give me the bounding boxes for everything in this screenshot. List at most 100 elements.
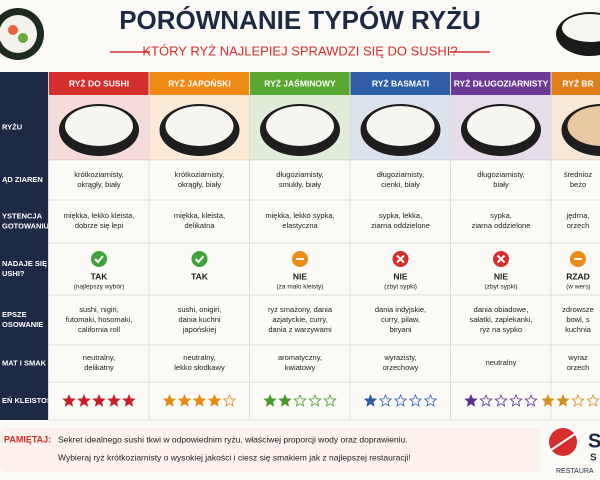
star xyxy=(77,393,91,407)
cell-text: wyraz xyxy=(567,353,588,362)
column-header xyxy=(149,72,249,95)
cell-text: california roll xyxy=(78,325,120,334)
cell-text: MAT I SMAK xyxy=(2,358,47,367)
icon-bg xyxy=(91,251,107,267)
cell-text: RYŻU xyxy=(2,122,22,131)
footer-label: PAMIĘTAJ: xyxy=(4,434,51,444)
cell-text: EŃ KLEISTOŚCI xyxy=(2,396,59,405)
verdict: NIE xyxy=(293,271,308,281)
cell-text: okrągły, biały xyxy=(178,180,221,189)
cell-text: curry, pilaw, xyxy=(381,315,420,324)
verdict-icon xyxy=(392,251,409,267)
footer-line: Wybieraj ryż krótkoziarnisty o wysokiej … xyxy=(58,452,411,462)
star xyxy=(222,393,237,407)
star xyxy=(308,393,322,407)
star xyxy=(541,393,555,407)
star xyxy=(393,393,408,407)
cell-text: ziarna oddzielone xyxy=(371,221,430,230)
subtitle: KTÓRY RYŻ NAJLEPIEJ SPRAWDZI SIĘ DO SUSH… xyxy=(142,43,457,58)
star xyxy=(464,393,478,407)
star xyxy=(293,393,307,407)
cell-text: YSTENCJA xyxy=(2,211,43,220)
column-header xyxy=(451,72,551,95)
star xyxy=(494,393,508,407)
star xyxy=(107,393,121,407)
star xyxy=(586,393,600,407)
cell-text: długoziarnisty, xyxy=(477,170,524,179)
cell-text: średnioz xyxy=(564,170,593,179)
verdict: RZAD xyxy=(566,271,590,281)
column-name: RYŻ JAPOŃSKI xyxy=(168,78,231,88)
verdict-icon xyxy=(91,251,107,267)
star xyxy=(177,393,192,407)
star xyxy=(479,393,493,407)
star xyxy=(363,393,378,407)
verdict-note: (za mało kleisty) xyxy=(277,284,324,291)
cell-text: wyrazisty, xyxy=(383,353,416,362)
cell-text: beżo xyxy=(570,180,586,189)
cell-text: długoziarnisty, xyxy=(377,170,424,179)
icon-glyph xyxy=(496,254,506,264)
rice xyxy=(165,106,234,146)
star xyxy=(207,393,222,407)
cell-text: OSOWANIE xyxy=(2,320,43,329)
cell-text: ziarna oddzielone xyxy=(472,221,531,230)
cell-text: okrągły, biały xyxy=(77,180,120,189)
cell-text: lekko słodkawy xyxy=(174,363,225,372)
column-header xyxy=(250,72,350,95)
verdict: NIE xyxy=(494,271,509,281)
cell-text: futomaki, hosomaki, xyxy=(66,315,133,324)
logo-tagline: RESTAURA xyxy=(556,468,594,475)
cell-text: sypka, xyxy=(490,211,512,220)
cell-text: neutralny, xyxy=(183,353,215,362)
icon-bg xyxy=(191,251,208,267)
cell-text: smukły, biały xyxy=(279,180,322,189)
cell-text: ĄD ZIAREN xyxy=(2,175,43,184)
column-name: RYŻ DO SUSHI xyxy=(69,78,129,88)
star xyxy=(92,393,106,407)
star xyxy=(509,393,523,407)
star xyxy=(162,393,177,407)
rice xyxy=(567,106,600,146)
cell-text: sałatki, zapiekanki, xyxy=(470,315,533,324)
cell-text: neutralny xyxy=(486,358,517,367)
column-name: RYŻ BR xyxy=(562,78,593,88)
cell-text: krótkoziarnisty, xyxy=(175,170,224,179)
logo-mark: S xyxy=(588,430,600,452)
cell-text: NADAJE SIĘ xyxy=(2,259,47,268)
stickiness-rating xyxy=(62,393,136,407)
verdict: TAK xyxy=(91,271,109,281)
verdict-note: (w wersj xyxy=(566,284,590,291)
cell-text: krótkoziarnisty, xyxy=(74,170,123,179)
verdict-icon xyxy=(493,251,509,267)
cell-text: kuchnia xyxy=(565,325,592,334)
verdict-icon xyxy=(570,251,586,267)
rice xyxy=(266,106,334,146)
cell-text: delikatny xyxy=(84,363,114,372)
verdict: TAK xyxy=(191,271,209,281)
cell-text: kwiatowy xyxy=(285,363,316,372)
stickiness-rating xyxy=(263,393,337,407)
stickiness-rating xyxy=(464,393,538,407)
cell-text: orzech xyxy=(567,221,590,230)
star xyxy=(556,393,570,407)
bowl-image xyxy=(556,12,600,56)
verdict-icon xyxy=(292,251,308,267)
verdict-note: (najlepszy wybór) xyxy=(74,284,125,291)
cell-text: miękka, lekko kleista, xyxy=(64,211,135,220)
sushi-image xyxy=(0,8,44,60)
star xyxy=(263,393,277,407)
star xyxy=(62,393,76,407)
star xyxy=(278,393,292,407)
column-header xyxy=(350,72,450,95)
rice xyxy=(467,106,535,146)
cell-text: EPSZE xyxy=(2,310,27,319)
cell-text: elastyczna xyxy=(282,221,318,230)
star xyxy=(524,393,538,407)
star xyxy=(571,393,585,407)
cell-text: sushi, onigiri, xyxy=(178,305,222,314)
stickiness-rating xyxy=(162,393,237,407)
logo-name: S xyxy=(590,453,597,464)
column-name: RYŻ JAŚMINOWY xyxy=(264,77,336,88)
